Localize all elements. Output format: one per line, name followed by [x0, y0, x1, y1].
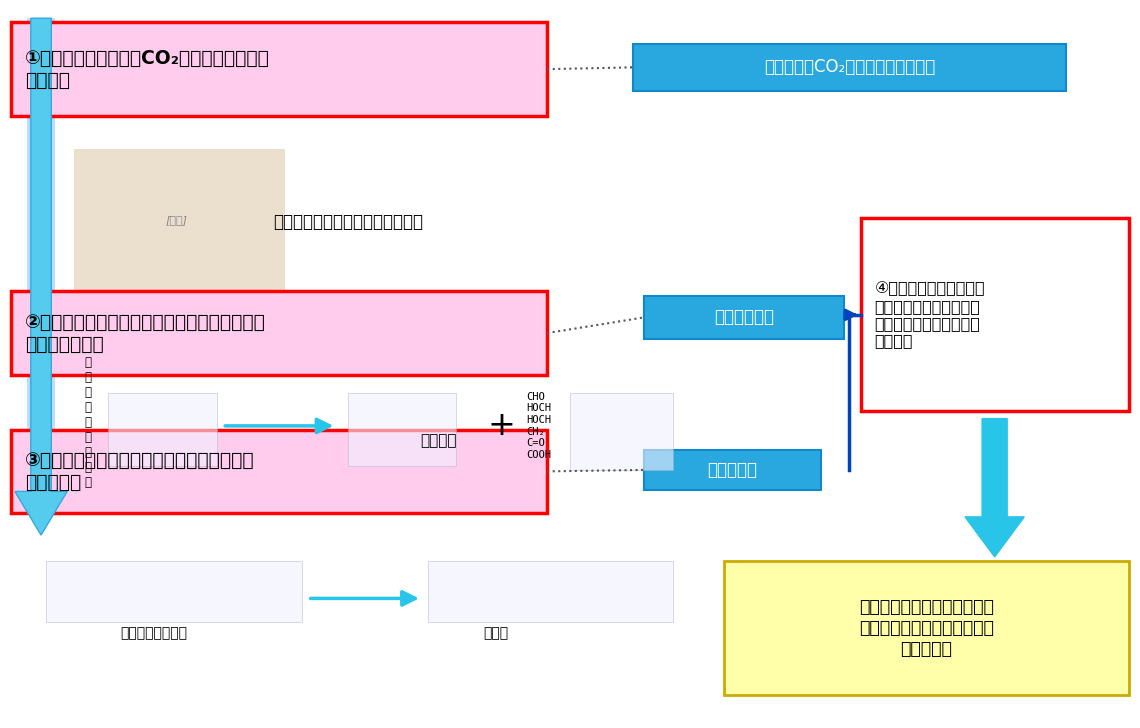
Text: +: +	[488, 409, 515, 443]
Text: 難分解性の多糖類: 難分解性の多糖類	[121, 626, 187, 641]
Polygon shape	[15, 18, 67, 535]
Text: [海藻]: [海藻]	[165, 215, 188, 225]
Text: ④生産プロセスの研究開
発（ベンチスケール試験
に向けたラボスケール実
証試験）: ④生産プロセスの研究開 発（ベンチスケール試験 に向けたラボスケール実 証試験）	[874, 281, 985, 349]
FancyBboxPatch shape	[724, 561, 1129, 695]
FancyBboxPatch shape	[108, 393, 217, 466]
FancyBboxPatch shape	[27, 18, 55, 513]
Text: CHO
HOCH
HOCH
CH₂
C=O
COOH: CHO HOCH HOCH CH₂ C=O COOH	[527, 392, 552, 460]
Text: ②大型藻類に含まれる有用物質の探索・解析、
生産、高機能化: ②大型藻類に含まれる有用物質の探索・解析、 生産、高機能化	[25, 312, 266, 354]
FancyBboxPatch shape	[633, 44, 1066, 91]
Text: 採
有
用
二
次
代
謝
物
の: 採 有 用 二 次 代 謝 物 の	[84, 356, 91, 488]
FancyBboxPatch shape	[11, 291, 547, 375]
FancyBboxPatch shape	[74, 149, 285, 291]
Text: 高機能化: 高機能化	[421, 433, 457, 448]
FancyBboxPatch shape	[11, 22, 547, 116]
FancyBboxPatch shape	[348, 393, 456, 466]
FancyBboxPatch shape	[11, 430, 547, 513]
FancyBboxPatch shape	[428, 561, 673, 622]
Text: 希少糖: 希少糖	[483, 626, 508, 641]
FancyBboxPatch shape	[46, 561, 302, 622]
Text: 前処理・変換: 前処理・変換	[714, 309, 774, 326]
Text: 抽出・変換: 抽出・変換	[708, 461, 757, 479]
Text: 原料生産からリファイナリー
まで一貫性を持った生産プロ
セスの構築: 原料生産からリファイナリー まで一貫性を持った生産プロ セスの構築	[858, 598, 994, 657]
FancyBboxPatch shape	[644, 450, 821, 490]
Text: ③難分解性多糖類からの希少な単糖・オリゴ
糖類の生産: ③難分解性多糖類からの希少な単糖・オリゴ 糖類の生産	[25, 451, 254, 492]
Polygon shape	[964, 419, 1025, 557]
FancyBboxPatch shape	[644, 296, 844, 339]
FancyBboxPatch shape	[861, 218, 1129, 411]
Text: アラメ・カジメ類（モデル海藻）: アラメ・カジメ類（モデル海藻）	[272, 213, 423, 231]
FancyBboxPatch shape	[570, 393, 673, 470]
Text: ①大型藻類に対応するCO₂吸収・固定能評価
法の開発: ①大型藻類に対応するCO₂吸収・固定能評価 法の開発	[25, 49, 270, 90]
Text: 大型藻類のCO₂吸収・固定能の評価: 大型藻類のCO₂吸収・固定能の評価	[764, 58, 935, 76]
